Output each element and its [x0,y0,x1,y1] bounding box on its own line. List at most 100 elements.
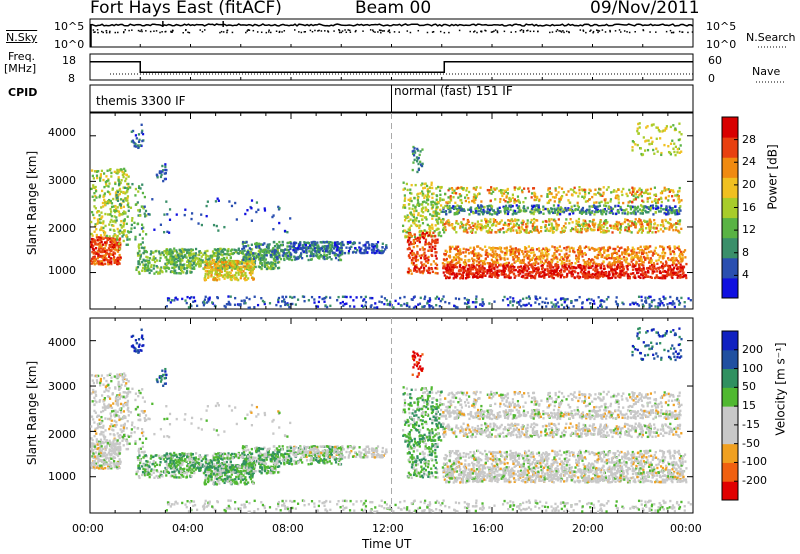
power-cell [126,182,129,186]
power-cell [325,247,328,251]
power-cell [171,270,174,274]
power-cell [363,249,366,252]
power-cell [517,259,520,262]
power-cell [411,152,415,156]
power-cell [383,297,387,300]
power-cell [231,252,234,256]
power-cell [99,247,103,250]
power-cell [633,251,636,254]
power-colorbar-tick-label: 16 [742,200,756,214]
power-cell [415,216,418,220]
power-cell [528,259,532,263]
power-cell [431,226,434,229]
power-cell [151,198,154,201]
power-cell [207,255,210,258]
power-cell [309,254,313,257]
power-cell [231,262,234,266]
power-cell [176,298,179,301]
power-cell [334,241,337,244]
power-cell [115,216,118,219]
nsearch-dot [474,30,476,32]
power-cell [409,211,413,214]
power-cell [421,162,424,166]
power-cell [544,301,547,304]
power-cell [347,252,350,255]
power-cell [434,214,437,218]
power-cell [234,296,237,300]
power-cell [248,306,251,309]
power-cell [677,260,680,263]
power-cell [436,238,439,241]
power-cell [417,192,420,196]
power-cell [666,245,670,249]
power-cell [448,248,452,252]
power-cell [125,173,129,177]
power-cell [137,209,140,212]
power-cell [99,241,102,245]
power-cell [138,263,141,266]
power-cell [248,257,251,261]
power-cell [190,249,193,253]
power-cell [322,245,326,248]
power-cell [542,257,545,260]
power-cell [672,228,675,232]
power-cell [124,192,127,195]
power-cell [565,263,568,266]
power-cell [555,303,558,306]
power-cell [648,303,651,306]
beam-title: Beam 00 [355,0,432,18]
power-cell [612,224,615,228]
power-cell [169,255,172,258]
power-cell [162,179,165,183]
power-cell [435,220,439,223]
nsearch-dot [256,31,259,33]
power-cell [420,218,424,221]
power-cell [575,298,579,302]
power-cell [213,268,217,271]
power-cell [303,246,306,249]
power-cell [482,269,485,272]
power-cell [109,199,112,203]
power-cell [129,186,132,189]
power-cell [562,257,565,260]
power-cell [553,253,556,256]
nsearch-dot [275,30,278,32]
power-cell [426,302,429,305]
power-cell [272,241,275,244]
nsearch-dot [345,31,348,34]
power-cell [90,232,93,236]
power-cell [292,248,295,252]
power-cell [419,271,422,274]
power-cell [198,250,201,253]
power-cell [142,230,145,233]
power-cell [170,258,173,261]
power-cell [120,226,123,229]
power-cell [624,252,627,256]
power-cell [133,144,136,148]
power-cell [484,250,487,253]
power-cell [453,225,457,229]
power-cell [90,187,93,191]
power-cell [166,213,169,216]
power-cell [385,299,388,302]
power-cell [150,265,153,269]
power-cell [672,261,675,264]
power-cell [294,303,297,306]
power-cell [116,250,120,253]
power-cell [526,250,529,253]
power-cell [237,248,240,252]
power-cell [420,233,424,236]
power-cell [94,247,98,250]
power-cell [343,251,347,255]
power-cell [594,269,597,273]
power-cell [678,252,682,256]
power-cell [119,202,122,206]
power-cell [204,278,208,282]
power-cell [106,237,110,241]
power-cell [263,248,266,252]
power-cell [584,221,587,224]
power-cell [246,265,249,268]
power-cell [457,245,460,248]
power-cell [339,253,342,257]
power-cell [473,253,476,256]
